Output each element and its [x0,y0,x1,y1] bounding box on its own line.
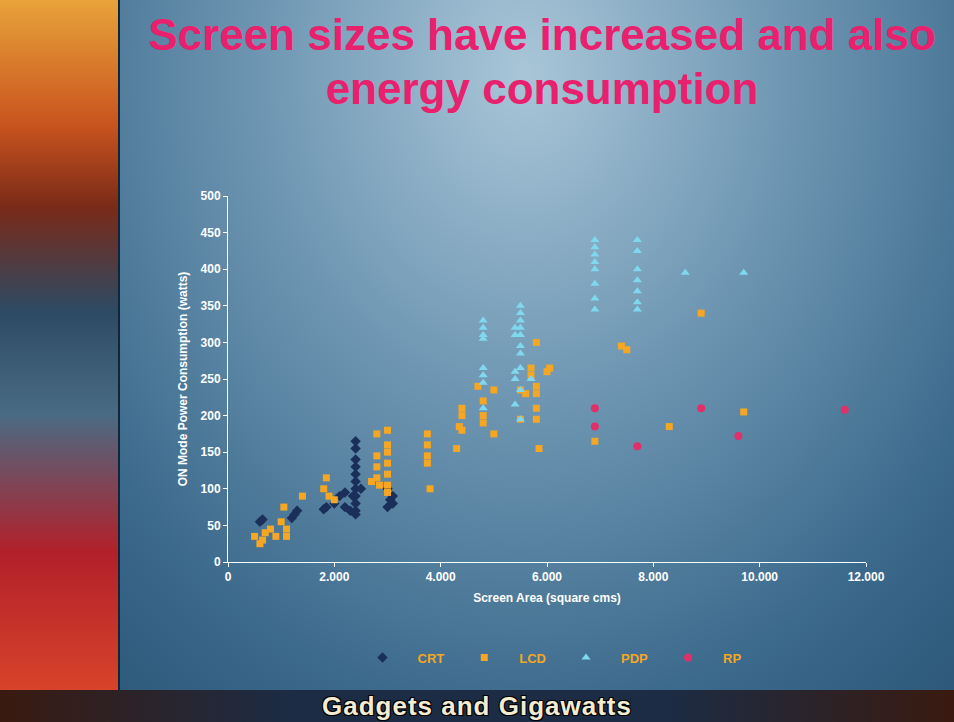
svg-text:ON Mode Power Consumption (wat: ON Mode Power Consumption (watts) [176,272,190,487]
html-text:Screen sizes have increased an: Screen sizes have increased and also ene… [148,10,936,113]
html-text:Gadgets and Gigawatts: Gadgets and Gigawatts [322,691,632,721]
svg-text:RP: RP [723,651,741,666]
svg-text:6.000: 6.000 [532,570,562,584]
svg-text:0: 0 [214,555,221,569]
svg-text:8.000: 8.000 [638,570,668,584]
svg-text:4.000: 4.000 [426,570,456,584]
svg-text:350: 350 [201,299,221,313]
svg-text:150: 150 [201,445,221,459]
svg-text:PDP: PDP [621,651,648,666]
svg-text:300: 300 [201,336,221,350]
svg-text:10.000: 10.000 [741,570,778,584]
svg-text:400: 400 [201,262,221,276]
svg-text:500: 500 [201,189,221,203]
svg-text:CRT: CRT [418,651,445,666]
svg-text:0: 0 [225,570,232,584]
svg-text:100: 100 [201,482,221,496]
svg-text:Screen Area (square cms): Screen Area (square cms) [473,591,621,605]
svg-text:250: 250 [201,372,221,386]
svg-text:2.000: 2.000 [319,570,349,584]
svg-text:LCD: LCD [519,651,546,666]
svg-text:12.000: 12.000 [848,570,885,584]
svg-text:450: 450 [201,226,221,240]
svg-text:50: 50 [207,519,221,533]
svg-text:200: 200 [201,409,221,423]
